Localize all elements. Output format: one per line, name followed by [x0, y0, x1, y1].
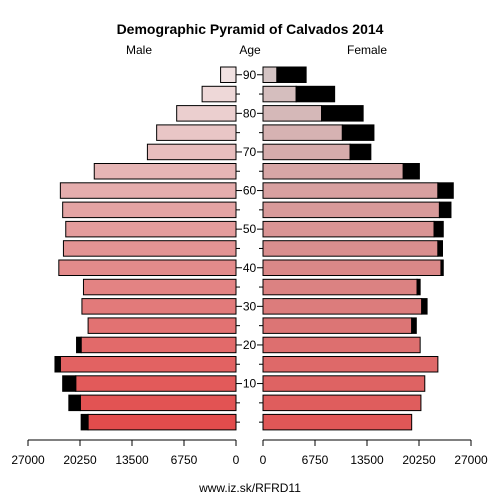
male-bar-10-14	[75, 375, 237, 392]
male-excess-20-24	[76, 336, 82, 354]
male-x-axis: 27000 20250 13500 6750 0	[11, 439, 240, 467]
female-bar-50-54	[262, 220, 435, 238]
female-excess-30-34	[421, 298, 428, 315]
female-bar-0-4	[262, 413, 413, 431]
male-bar-60-64	[59, 182, 237, 199]
male-bar-5-9	[79, 394, 237, 412]
female-bars	[262, 66, 454, 431]
footer-source: www.iz.sk/RFRD11	[198, 481, 301, 495]
female-bar-15-19	[262, 356, 439, 373]
male-bar-55-59	[62, 201, 237, 219]
age-header: Age	[239, 43, 261, 57]
female-x-axis: 0 6750 13500 20250 27000	[260, 439, 488, 467]
age-axis: 10 20 30 40 50 60 70 80 90	[236, 68, 263, 423]
age-tick-label-70: 70	[243, 145, 257, 159]
female-bar-80-84	[262, 105, 323, 122]
male-axis-label-13500: 13500	[115, 453, 149, 467]
female-bar-70-74	[262, 143, 351, 161]
female-excess-55-59	[438, 201, 452, 219]
male-axis-label-6750: 6750	[171, 453, 198, 467]
male-bar-40-44	[58, 259, 237, 276]
male-axis-label-20250: 20250	[63, 453, 97, 467]
female-bar-75-79	[262, 124, 343, 141]
chart-title: Demographic Pyramid of Calvados 2014	[117, 21, 384, 37]
male-bar-30-34	[81, 298, 237, 315]
female-excess-80-84	[321, 105, 364, 122]
male-excess-10-14	[62, 375, 77, 392]
female-excess-45-49	[437, 240, 443, 257]
male-bar-85-89	[201, 85, 237, 103]
male-bar-0-4	[87, 413, 237, 431]
female-excess-60-64	[437, 182, 454, 199]
age-tick-label-50: 50	[243, 222, 257, 236]
male-bar-50-54	[65, 220, 237, 238]
male-header: Male	[126, 43, 152, 57]
age-tick-label-60: 60	[243, 184, 257, 198]
female-excess-35-39	[416, 278, 421, 296]
female-bar-65-69	[262, 163, 404, 180]
female-bar-5-9	[262, 394, 422, 412]
female-header: Female	[347, 43, 387, 57]
female-bar-10-14	[262, 375, 426, 392]
male-bar-45-49	[62, 240, 237, 257]
male-excess-15-19	[54, 356, 61, 373]
female-excess-40-44	[440, 259, 444, 276]
female-axis-label-0: 0	[260, 453, 267, 467]
male-bar-65-69	[93, 163, 237, 180]
female-excess-50-54	[433, 220, 444, 238]
female-bar-35-39	[262, 278, 418, 296]
male-axis-label-0: 0	[233, 453, 240, 467]
age-tick-label-40: 40	[243, 261, 257, 275]
female-bar-90+	[262, 66, 278, 83]
female-bar-85-89	[262, 85, 297, 103]
female-excess-85-89	[295, 85, 336, 103]
male-bar-15-19	[59, 356, 237, 373]
age-tick-label-30: 30	[243, 299, 257, 313]
female-bar-25-29	[262, 317, 413, 334]
female-excess-65-69	[402, 163, 420, 180]
male-bar-80-84	[176, 105, 237, 122]
male-bar-35-39	[82, 278, 237, 296]
age-tick-label-90: 90	[243, 68, 257, 82]
male-bars	[54, 66, 237, 431]
age-tick-label-20: 20	[243, 338, 257, 352]
male-bar-90+	[220, 66, 237, 83]
female-bar-30-34	[262, 298, 423, 315]
female-bar-55-59	[262, 201, 440, 219]
male-excess-0-4	[80, 413, 89, 431]
male-excess-5-9	[68, 394, 81, 412]
male-bar-70-74	[146, 143, 237, 161]
age-tick-label-80: 80	[243, 106, 257, 120]
female-bar-60-64	[262, 182, 439, 199]
female-axis-label-13500: 13500	[350, 453, 384, 467]
female-axis-label-27000: 27000	[454, 453, 488, 467]
male-bar-75-79	[156, 124, 237, 141]
female-axis-label-20250: 20250	[402, 453, 436, 467]
age-tick-label-10: 10	[243, 377, 257, 391]
female-excess-90+	[276, 66, 307, 83]
male-axis-label-27000: 27000	[11, 453, 45, 467]
female-excess-25-29	[411, 317, 417, 334]
female-excess-70-74	[349, 143, 372, 161]
male-bar-20-24	[80, 336, 237, 354]
female-bar-45-49	[262, 240, 439, 257]
male-bar-25-29	[87, 317, 237, 334]
female-excess-75-79	[341, 124, 375, 141]
female-bar-20-24	[262, 336, 421, 354]
female-axis-label-6750: 6750	[302, 453, 329, 467]
female-bar-40-44	[262, 259, 442, 276]
